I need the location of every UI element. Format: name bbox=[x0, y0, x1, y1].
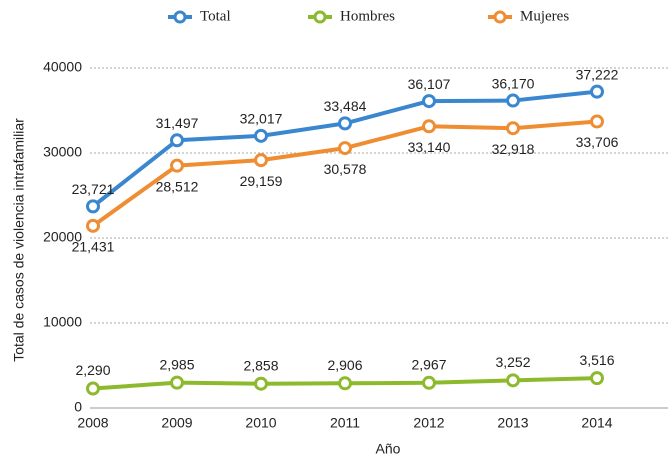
legend-label: Mujeres bbox=[520, 8, 569, 24]
point-marker bbox=[170, 133, 184, 148]
point-marker bbox=[86, 199, 100, 214]
data-label: 33,484 bbox=[324, 98, 367, 114]
point-marker bbox=[254, 153, 268, 168]
x-tick-label: 2014 bbox=[581, 415, 612, 431]
point-marker bbox=[254, 128, 268, 143]
x-tick-label: 2010 bbox=[245, 415, 276, 431]
x-axis-label: Año bbox=[376, 441, 401, 457]
legend-marker bbox=[493, 10, 507, 24]
data-label: 32,017 bbox=[240, 111, 283, 127]
point-marker bbox=[506, 121, 520, 136]
point-marker bbox=[338, 376, 352, 391]
data-label: 2,985 bbox=[159, 356, 194, 372]
point-marker bbox=[506, 373, 520, 388]
point-marker bbox=[422, 375, 436, 390]
data-label: 21,431 bbox=[72, 239, 115, 255]
data-label: 33,140 bbox=[408, 139, 451, 155]
point-marker bbox=[170, 375, 184, 390]
point-marker bbox=[422, 119, 436, 134]
y-tick-label: 30000 bbox=[43, 144, 82, 160]
point-marker bbox=[170, 158, 184, 173]
data-label: 30,578 bbox=[324, 161, 367, 177]
data-label: 28,512 bbox=[156, 178, 199, 194]
data-label: 37,222 bbox=[576, 66, 619, 82]
data-label: 36,170 bbox=[492, 75, 535, 91]
legend-marker bbox=[173, 10, 187, 24]
legend-marker bbox=[313, 10, 327, 24]
legend-label: Hombres bbox=[340, 8, 395, 24]
x-tick-label: 2013 bbox=[497, 415, 528, 431]
y-axis-label: Total de casos de violencia intrafamilia… bbox=[11, 118, 27, 362]
data-label: 2,967 bbox=[411, 356, 446, 372]
x-tick-label: 2008 bbox=[77, 415, 108, 431]
y-tick-label: 40000 bbox=[43, 59, 82, 75]
data-label: 31,497 bbox=[156, 115, 199, 131]
point-marker bbox=[590, 84, 604, 99]
point-marker bbox=[338, 116, 352, 131]
data-label: 32,918 bbox=[492, 141, 535, 157]
point-marker bbox=[338, 141, 352, 156]
y-tick-label: 0 bbox=[74, 399, 82, 415]
data-label: 3,516 bbox=[579, 352, 614, 368]
x-tick-label: 2011 bbox=[330, 415, 360, 431]
point-marker bbox=[590, 114, 604, 129]
data-label: 23,721 bbox=[72, 181, 115, 197]
point-marker bbox=[254, 376, 268, 391]
data-label: 2,906 bbox=[327, 357, 362, 373]
x-tick-label: 2012 bbox=[413, 415, 444, 431]
data-label: 29,159 bbox=[240, 173, 283, 189]
data-label: 3,252 bbox=[495, 354, 530, 370]
legend-label: Total bbox=[200, 8, 231, 24]
point-marker bbox=[590, 371, 604, 386]
y-tick-label: 10000 bbox=[43, 314, 82, 330]
data-label: 33,706 bbox=[576, 134, 619, 150]
point-marker bbox=[422, 94, 436, 109]
y-tick-label: 20000 bbox=[43, 229, 82, 245]
point-marker bbox=[86, 381, 100, 396]
data-label: 2,858 bbox=[243, 357, 278, 373]
x-tick-label: 2009 bbox=[161, 415, 192, 431]
data-label: 2,290 bbox=[75, 362, 110, 378]
data-label: 36,107 bbox=[408, 76, 451, 92]
point-marker bbox=[506, 93, 520, 108]
point-marker bbox=[86, 218, 100, 233]
